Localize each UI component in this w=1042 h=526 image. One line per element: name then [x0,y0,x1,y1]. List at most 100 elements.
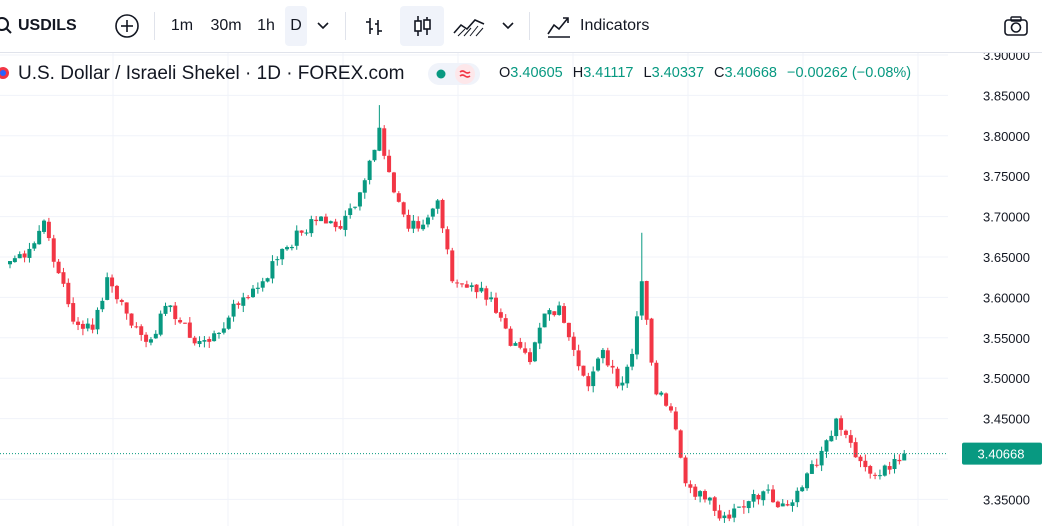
interval-30m[interactable]: 30m [210,17,242,34]
candle [323,213,328,224]
candle-body [32,243,37,249]
add-symbol-button[interactable] [110,6,144,46]
candle [124,302,129,320]
candle-body [51,238,56,262]
candle-body [134,326,139,328]
market-status-pill[interactable] [428,63,480,85]
candle [727,509,732,522]
candlestick-chart[interactable]: 3.90000 3.85000 3.80000 3.75000 3.70000 3.650… [0,52,1042,526]
candle-body [231,303,236,317]
candle-body [251,288,255,298]
candle [158,310,163,337]
candle [513,341,518,346]
search-icon [0,17,12,34]
candle-body [853,442,858,458]
candle-body [780,503,785,507]
interval-1m[interactable]: 1m [170,17,194,34]
interval-dropdown[interactable] [311,6,335,46]
candle [634,311,639,360]
candle [294,225,299,250]
candle-body [873,474,878,476]
candle-body [265,278,270,282]
candle [664,392,669,407]
candle-body [119,300,124,302]
price-tick-label: 3.60000 [983,290,1030,305]
candle [139,324,144,341]
candle-body [610,365,615,368]
candle-body [255,287,260,289]
candle-body [464,284,469,288]
candle-body [110,277,115,287]
candle-body [46,221,51,239]
candle [319,215,324,222]
snapshot-button[interactable] [998,6,1034,46]
candle-body [66,282,71,305]
candle [892,454,897,474]
candle [12,255,17,263]
candle-body [809,464,814,474]
candle-body [605,350,610,366]
candle [32,241,37,251]
candle [805,472,810,491]
candle-body [746,501,751,509]
candle [863,454,868,472]
candle [688,480,693,494]
candle-body [299,230,304,233]
candle [411,214,416,234]
candle [528,348,533,365]
candle [129,313,134,329]
candle-body [173,305,178,320]
candle-body [212,333,217,342]
candle [202,336,207,348]
candle-body [56,261,61,274]
candle-body [270,261,275,279]
candle [51,234,56,268]
candle [771,485,776,503]
candle-body [552,311,557,316]
candle-body [27,248,32,258]
current-price-label: 3.40668 [978,447,1025,462]
interval-d[interactable]: D [285,6,307,46]
close-value: 3.40668 [724,65,777,81]
candle [255,282,260,294]
candle [654,360,659,396]
candle-body [576,350,581,367]
candle [596,357,601,372]
candle [357,191,362,211]
indicators-button[interactable]: Indicators [540,6,664,46]
area-style-button[interactable] [448,6,490,46]
candle-body [484,288,489,300]
candle [790,499,795,512]
candle-body [22,253,27,258]
candle-body [178,320,183,323]
symbol-title[interactable]: U.S. Dollar / Israeli Shekel · 1D · FORE… [18,63,405,84]
candle-body [61,272,66,284]
candle [843,429,848,439]
bar-style-button[interactable] [357,6,391,46]
price-tick-label: 3.65000 [983,250,1030,265]
candle-body [562,306,567,323]
candle-body [455,282,460,284]
candle-body [168,305,173,308]
candle-body [596,358,601,371]
candle [683,455,688,487]
chart-style-dropdown[interactable] [496,6,520,46]
candle-body [668,406,673,411]
candle [119,298,124,306]
candle-body [435,200,440,209]
chevron-down-icon [317,22,329,30]
candle-style-button[interactable] [400,6,444,46]
candle-body [406,214,411,229]
candle-body [683,457,688,484]
candle [800,485,805,492]
candle-body [620,382,625,386]
chart-legend: U.S. Dollar / Israeli Shekel · 1D · FORE… [0,56,960,90]
candle-body [547,310,552,315]
symbol-search[interactable]: USDILS [0,0,77,52]
candle [489,291,494,302]
candle [780,499,785,507]
candle-body [260,281,265,288]
candle-body [761,491,766,501]
interval-1h[interactable]: 1h [257,17,275,34]
candle-body [95,309,100,330]
